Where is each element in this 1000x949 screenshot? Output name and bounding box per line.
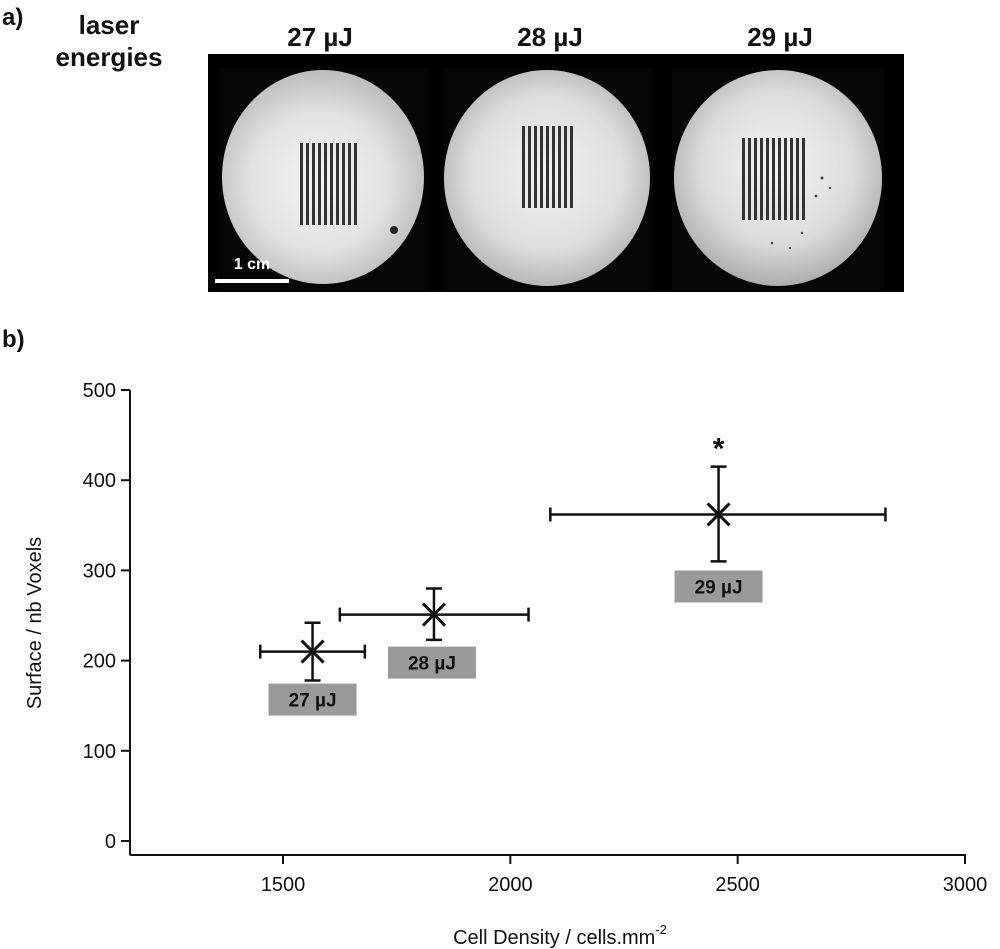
panel-b-label: b) [2, 326, 25, 353]
data-point [421, 602, 447, 627]
x-tick-label: 1500 [261, 874, 306, 896]
point-label: 29 µJ [674, 570, 763, 603]
scale-bar-label: 1 cm [233, 256, 271, 273]
point-label-text: 27 µJ [289, 691, 337, 712]
y-tick-label: 100 [83, 741, 116, 763]
panel-a-label: a) [2, 4, 24, 31]
energy-label-27: 27 µJ [287, 22, 353, 52]
photo-strip [208, 54, 904, 292]
point-label: 28 µJ [387, 646, 476, 679]
petri-photo-29 [672, 68, 884, 290]
y-axis-label: Surface / nb Voxels [24, 537, 46, 709]
y-tick-label: 200 [83, 651, 116, 673]
energy-label-28: 28 µJ [517, 22, 583, 52]
y-tick-label: 500 [83, 380, 116, 402]
laser-title-line1: laser [78, 10, 140, 40]
line-pattern-28 [522, 126, 573, 208]
point-label: 27 µJ [268, 683, 357, 716]
x-tick-label: 3000 [943, 874, 988, 896]
significance-marker: * [713, 433, 725, 466]
y-tick-label: 0 [105, 831, 116, 853]
y-tick-label: 300 [83, 560, 116, 582]
x-tick-label: 2000 [488, 874, 533, 896]
petri-photo-27 [218, 68, 430, 290]
y-tick-label: 400 [83, 470, 116, 492]
data-point [300, 639, 325, 664]
point-label-text: 28 µJ [408, 654, 456, 675]
point-label-text: 29 µJ [695, 577, 743, 598]
x-axis-label: Cell Density / cells.mm-2 [453, 922, 667, 949]
scale-bar [215, 279, 289, 283]
petri-photo-28 [442, 68, 654, 290]
line-pattern-27 [300, 143, 398, 234]
data-point [706, 502, 731, 527]
petri-dish [222, 70, 424, 284]
x-tick-label: 2500 [715, 874, 760, 896]
line-pattern-29 [742, 138, 832, 250]
energy-label-29: 29 µJ [747, 22, 813, 52]
laser-title-line2: energies [55, 42, 163, 72]
